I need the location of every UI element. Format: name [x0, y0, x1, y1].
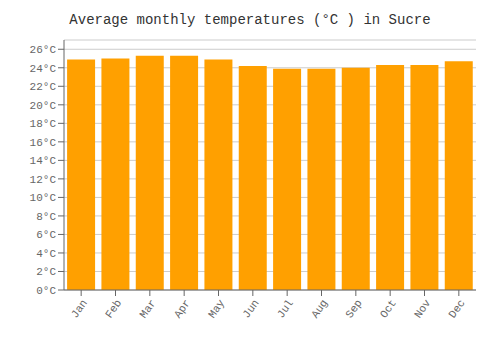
svg-text:Sep: Sep: [343, 297, 364, 320]
svg-text:8°C: 8°C: [36, 211, 56, 223]
svg-text:Jan: Jan: [69, 297, 90, 320]
svg-text:Aug: Aug: [309, 297, 330, 320]
svg-text:10°C: 10°C: [30, 192, 57, 204]
svg-text:Nov: Nov: [412, 297, 433, 320]
svg-text:Jun: Jun: [240, 297, 261, 320]
svg-text:Oct: Oct: [378, 297, 399, 320]
svg-text:Mar: Mar: [137, 297, 158, 320]
svg-text:22°C: 22°C: [30, 81, 57, 93]
svg-text:16°C: 16°C: [30, 137, 57, 149]
svg-text:May: May: [206, 297, 227, 320]
svg-text:18°C: 18°C: [30, 118, 57, 130]
svg-text:Apr: Apr: [172, 297, 193, 320]
svg-text:20°C: 20°C: [30, 100, 57, 112]
svg-text:12°C: 12°C: [30, 174, 57, 186]
svg-text:2°C: 2°C: [36, 266, 56, 278]
svg-text:14°C: 14°C: [30, 155, 57, 167]
svg-text:Feb: Feb: [103, 297, 124, 320]
svg-text:4°C: 4°C: [36, 248, 56, 260]
svg-text:26°C: 26°C: [30, 44, 57, 56]
svg-text:Dec: Dec: [446, 297, 467, 320]
svg-text:Jul: Jul: [275, 297, 296, 320]
svg-text:0°C: 0°C: [36, 285, 56, 297]
svg-text:6°C: 6°C: [36, 229, 56, 241]
html-text:Average monthly temperatures (: Average monthly temperatures (°C ) in Su…: [69, 12, 431, 28]
svg-text:24°C: 24°C: [30, 63, 57, 75]
